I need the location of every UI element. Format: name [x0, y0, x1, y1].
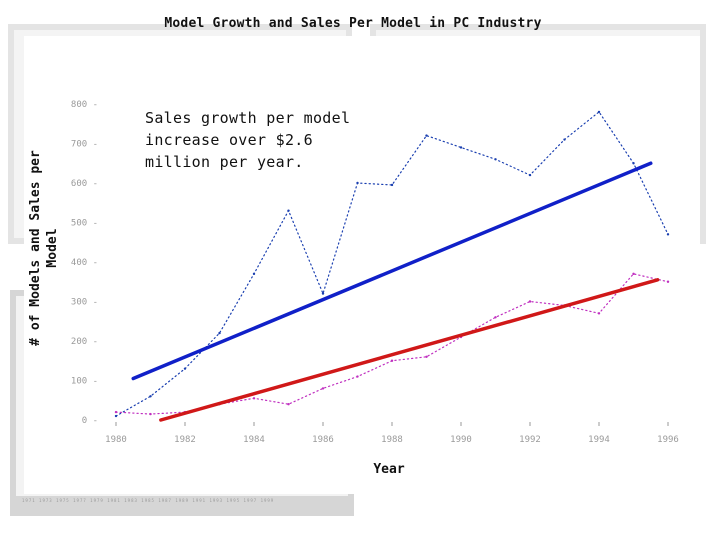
series-point-1 [356, 375, 359, 378]
series-point-1 [597, 312, 601, 315]
series-point-1 [425, 355, 428, 358]
x-tick-label: 1992 [519, 435, 541, 445]
series-point-0 [632, 162, 635, 165]
series-point-0 [390, 183, 394, 187]
y-tick-label: 500 - [71, 219, 98, 229]
series-point-0 [287, 209, 290, 212]
y-tick-label: 200 - [71, 337, 98, 347]
y-axis-label: # of Models and Sales per Model [27, 150, 61, 346]
series-point-0 [252, 272, 256, 276]
x-tick-label: 1982 [174, 435, 196, 445]
series-point-0 [356, 181, 359, 185]
series-point-1 [114, 410, 118, 414]
chart-title: Model Growth and Sales Per Model in PC I… [164, 16, 542, 31]
series-point-1 [287, 403, 290, 406]
series-point-0 [528, 173, 532, 177]
series-point-0 [114, 414, 118, 418]
series-point-1 [252, 397, 256, 400]
series-point-0 [563, 138, 566, 141]
annotation-line-3: million per year. [145, 153, 304, 171]
series-line-2 [131, 161, 653, 381]
series-point-1 [666, 280, 670, 283]
x-axis-label: Year [373, 462, 405, 477]
series-point-0 [494, 158, 497, 161]
y-tick-label: 700 - [71, 140, 98, 150]
annotation-line-1: Sales growth per model [145, 109, 351, 127]
series-line-1 [115, 273, 669, 415]
chart-annotation: Sales growth per model increase over $2.… [145, 107, 395, 173]
series-point-1 [494, 316, 497, 319]
series-point-0 [666, 233, 670, 236]
x-tick-label: 1990 [450, 435, 472, 445]
x-tick-label: 1984 [243, 435, 265, 445]
series-point-0 [425, 134, 428, 137]
y-axis-label-line-2: Model [45, 228, 60, 268]
series-point-0 [597, 110, 601, 114]
series-point-0 [459, 146, 463, 149]
y-tick-label: 0 - [82, 416, 98, 426]
series-point-1 [390, 359, 394, 362]
series-point-0 [321, 292, 325, 295]
series-point-0 [218, 331, 221, 335]
annotation-line-2: increase over $2.6 [145, 131, 313, 149]
x-tick-label: 1986 [312, 435, 334, 445]
series-point-0 [183, 367, 187, 370]
y-tick-label: 100 - [71, 377, 98, 387]
series-point-1 [528, 300, 532, 303]
x-tick-label: 1980 [105, 435, 127, 445]
x-tick-label: 1996 [657, 435, 679, 445]
series-point-0 [149, 395, 152, 398]
series-point-1 [321, 387, 325, 390]
series-point-1 [149, 412, 152, 416]
y-tick-label: 800 - [71, 100, 98, 110]
series-layer [114, 110, 670, 422]
y-axis-label-line-1: # of Models and Sales per [28, 150, 43, 346]
series-point-1 [632, 272, 635, 276]
axis-layer: 0 - 100 - 200 - 300 - 400 - 500 - 600 - 700 - 80… [71, 100, 679, 445]
x-tick-label: 1988 [381, 435, 403, 445]
background-year-ticks: 1971 1973 1975 1977 1979 1981 1983 1985 … [22, 498, 275, 503]
y-tick-label: 600 - [71, 179, 98, 189]
series-line-3 [159, 278, 660, 422]
y-tick-label: 400 - [71, 258, 98, 268]
x-tick-label: 1994 [588, 435, 610, 445]
y-tick-label: 300 - [71, 298, 98, 308]
